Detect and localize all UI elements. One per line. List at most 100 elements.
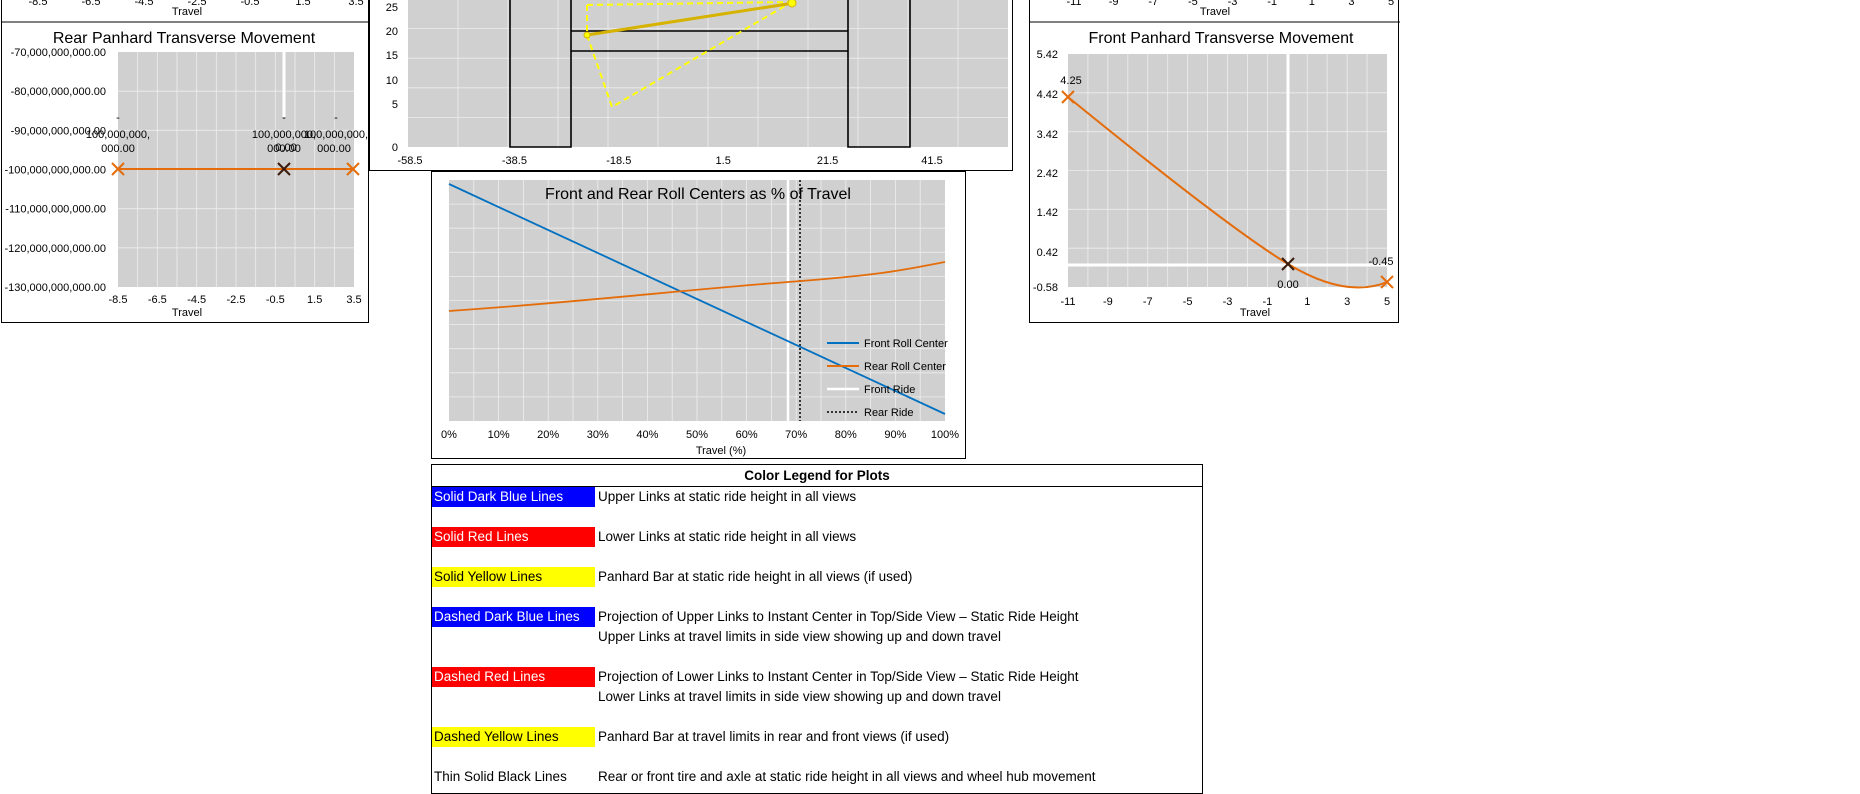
y-tick-label: 1.42 (1037, 207, 1058, 219)
rear-panhard-marker-center (277, 162, 291, 176)
top-view-grid (408, 0, 1008, 147)
front-roll-center-line (448, 183, 946, 415)
y-tick-label: 15 (386, 50, 398, 62)
x-tick-label: -8.5 (29, 0, 48, 8)
x-tick-label: -5 (1183, 296, 1193, 308)
legend-row: Dashed Dark Blue Lines Projection of Uppe… (432, 607, 1079, 644)
rear-panhard-marker-right (346, 162, 360, 176)
roll-centers-grid (449, 180, 945, 421)
x-tick-label: 70% (785, 429, 807, 441)
x-tick-label: 3.5 (348, 0, 363, 8)
x-tick-label: -1 (1267, 0, 1277, 8)
x-tick-label: -38.5 (502, 155, 527, 167)
rear-panhard-top-ticks: -8.5 -6.5 -4.5 -2.5 -0.5 1.5 3.5 (29, 0, 364, 8)
rear-panhard-label-left-c: 000.00 (101, 143, 135, 155)
y-tick-label: -100,000,000,000.00 (4, 165, 106, 177)
legend-swatch: Dashed Red Lines (432, 667, 595, 687)
x-tick-label: 21.5 (817, 155, 838, 167)
y-tick-label: 0 (392, 142, 398, 154)
legend-description: Projection of Upper Links to Instant Cen… (598, 607, 1079, 647)
roll-centers-legend: Front Roll Center Rear Roll Center Front… (827, 338, 948, 419)
legend-row: Solid Red Lines Lower Links at static rid… (432, 527, 856, 547)
x-tick-label: 60% (736, 429, 758, 441)
y-tick-label: 10 (386, 75, 398, 87)
x-tick-label: 1.5 (295, 0, 310, 8)
x-tick-label: 10% (488, 429, 510, 441)
legend-description: Upper Links at static ride height in all… (598, 487, 856, 507)
x-tick-label: -5 (1188, 0, 1198, 8)
x-tick-label: -1 (1262, 296, 1272, 308)
x-tick-label: -9 (1103, 296, 1113, 308)
x-tick-label: -3 (1228, 0, 1238, 8)
y-tick-label: -110,000,000,000.00 (5, 204, 106, 216)
front-panhard-marker-center (1281, 257, 1295, 271)
color-legend-table: Color Legend for Plots Solid Dark Blue L… (431, 464, 1203, 794)
x-tick-label: 50% (686, 429, 708, 441)
legend-rear-roll: Rear Roll Center (864, 361, 946, 373)
legend-description-line: Projection of Upper Links to Instant Cen… (598, 609, 1079, 624)
front-panhard-svg: -11 -9 -7 -5 -3 -1 1 3 5 Travel Front Panhard Tr… (1030, 0, 1400, 319)
roll-centers-chart: Front and Rear Roll Centers as % of Trav… (431, 171, 966, 459)
rear-panhard-label-overlap: 0.00 (275, 142, 296, 154)
x-tick-label: 41.5 (921, 155, 942, 167)
rear-panhard-label-right-a: - (334, 112, 338, 124)
rear-panhard-xlabel: Travel (172, 307, 202, 319)
roll-centers-x-ticks: 0% 10% 20% 30% 40% 50% 60% 70% 80% 90% 100% (441, 429, 959, 441)
y-tick-label: 25 (386, 2, 398, 14)
x-tick-label: 1.5 (307, 294, 322, 306)
y-tick-label: -130,000,000,000.00 (4, 282, 106, 294)
front-panhard-title: Front Panhard Transverse Movement (1088, 30, 1354, 47)
rear-roll-center-line (448, 261, 946, 312)
top-view-svg: 25 20 15 10 5 0 -58.5 -38.5 -18.5 1.5 21.5 41.5 (386, 0, 1008, 167)
roll-centers-svg: Front and Rear Roll Centers as % of Trav… (441, 180, 959, 457)
x-tick-label: 80% (835, 429, 857, 441)
x-tick-label: 3 (1344, 296, 1350, 308)
front-panhard-marker-start (1061, 90, 1075, 104)
front-panhard-label-center: 0.00 (1277, 279, 1298, 291)
y-tick-label: 0.42 (1037, 247, 1058, 259)
legend-swatch: Solid Dark Blue Lines (432, 487, 595, 507)
rear-panhard-svg: -8.5 -6.5 -4.5 -2.5 -0.5 1.5 3.5 Travel Rear P… (2, 0, 370, 319)
x-tick-label: 100% (931, 429, 959, 441)
legend-swatch: Solid Yellow Lines (432, 567, 595, 587)
rear-panhard-label-right-b: 100,000,000, (304, 129, 368, 141)
rear-panhard-label-left-a: - (116, 112, 120, 124)
legend-description-line: Lower Links at static ride height in all… (598, 529, 857, 544)
legend-description: Panhard Bar at static ride height in all… (598, 567, 912, 587)
legend-row: Solid Dark Blue Lines Upper Links at stat… (432, 487, 856, 507)
rear-panhard-x-ticks: -8.5 -6.5 -4.5 -2.5 -0.5 1.5 3.5 (109, 294, 362, 306)
y-tick-label: 5 (392, 99, 398, 111)
legend-row: Dashed Red Lines Projection of Lower Link… (432, 667, 1079, 704)
rear-panhard-chart: -8.5 -6.5 -4.5 -2.5 -0.5 1.5 3.5 Travel Rear P… (1, 0, 370, 323)
x-tick-label: 40% (636, 429, 658, 441)
legend-description-line: Lower Links at travel limits in side vie… (598, 689, 1001, 704)
front-panhard-x-ticks: -11 -9 -7 -5 -3 -1 1 3 5 (1060, 296, 1390, 308)
x-tick-label: 5 (1384, 296, 1390, 308)
x-tick-label: -9 (1109, 0, 1119, 8)
x-tick-label: -2.5 (188, 0, 207, 8)
x-tick-label: 0% (441, 429, 457, 441)
rear-panhard-label-center-b: 100,000,000, (252, 129, 316, 141)
front-panhard-top-xlabel: Travel (1200, 6, 1230, 18)
legend-rear-ride: Rear Ride (864, 407, 914, 419)
x-tick-label: 3.5 (346, 294, 361, 306)
legend-swatch: Dashed Dark Blue Lines (432, 607, 595, 627)
legend-description: Lower Links at static ride height in all… (598, 527, 856, 547)
x-tick-label: -58.5 (397, 155, 422, 167)
front-panhard-marker-end (1380, 275, 1394, 289)
y-tick-label: 20 (386, 26, 398, 38)
legend-row: Dashed Yellow Lines Panhard Bar at travel… (432, 727, 949, 747)
roll-centers-xlabel: Travel (%) (696, 445, 746, 457)
top-view-x-ticks: -58.5 -38.5 -18.5 1.5 21.5 41.5 (397, 155, 942, 167)
rear-panhard-y-ticks: -70,000,000,000.00 -80,000,000,000.00 -90,… (4, 47, 106, 294)
x-tick-label: -18.5 (606, 155, 631, 167)
top-view-chart: 25 20 15 10 5 0 -58.5 -38.5 -18.5 1.5 21.5 41.5 (369, 0, 1013, 171)
legend-description-line: Upper Links at static ride height in all… (598, 489, 857, 504)
x-tick-label: -6.5 (148, 294, 167, 306)
panhard-bar-lines (583, 0, 797, 109)
front-panhard-series-line (1067, 96, 1388, 289)
front-panhard-y-ticks: 5.42 4.42 3.42 2.42 1.42 0.42 -0.58 (1033, 49, 1058, 294)
x-tick-label: -11 (1066, 0, 1081, 8)
front-panhard-label-end: -0.45 (1368, 256, 1393, 268)
rear-panhard-label-center-c: 000.00 (267, 143, 301, 155)
